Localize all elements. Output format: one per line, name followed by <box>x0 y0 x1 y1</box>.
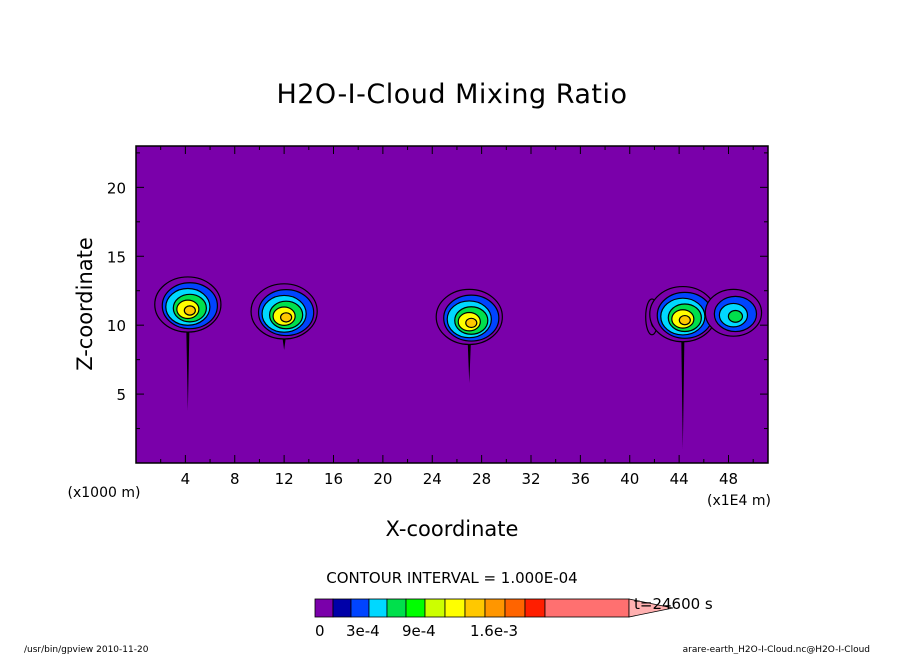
x-tick-label: 32 <box>521 470 540 488</box>
y-tick-label: 20 <box>107 179 126 197</box>
footer-right: arare-earth_H2O-I-Cloud.nc@H2O-I-Cloud <box>683 645 870 654</box>
colorbar-swatch <box>544 598 630 618</box>
colorbar-swatch <box>464 598 486 618</box>
colorbar-label: 1.6e-3 <box>470 622 518 640</box>
colorbar-swatch <box>368 598 388 618</box>
x-tick-label: 28 <box>472 470 491 488</box>
x-tick-label: 40 <box>620 470 639 488</box>
cloud-region <box>649 285 717 450</box>
x-axis: 4 8 12 16 20 24 28 32 36 40 44 48 <box>160 146 754 488</box>
colorbar-swatch <box>484 598 506 618</box>
colorbar-label: 0 <box>315 622 325 640</box>
colorbar-swatch <box>504 598 526 618</box>
colorbar-swatch <box>350 598 370 618</box>
cloud-stem <box>186 332 190 411</box>
colorbar-swatch <box>332 598 352 618</box>
x-axis-title: X-coordinate <box>386 517 519 541</box>
cloud-stem <box>467 344 471 384</box>
colorbar-swatch <box>424 598 446 618</box>
colorbar-swatch <box>314 598 334 618</box>
x-tick-label: 8 <box>230 470 240 488</box>
colorbar-label: 9e-4 <box>402 622 436 640</box>
plot-frame <box>135 145 769 464</box>
chart-title: H2O-I-Cloud Mixing Ratio <box>276 79 627 110</box>
cloud-stem <box>681 341 685 450</box>
cloud-contours <box>154 276 763 450</box>
contour-line <box>280 312 293 323</box>
colorbar-swatch <box>386 598 407 618</box>
x-tick-label: 12 <box>275 470 294 488</box>
x-tick-label: 24 <box>423 470 442 488</box>
colorbar-extend-arrow <box>628 598 674 618</box>
time-label: t=24600 s <box>634 595 713 613</box>
y-axis: 5 10 15 20 <box>107 152 768 430</box>
x-tick-label: 20 <box>373 470 392 488</box>
x-unit-label: (x1000 m) <box>68 485 141 501</box>
contour-line <box>183 305 196 316</box>
y-axis-title: Z-coordinate <box>73 237 97 371</box>
cloud-region <box>704 288 763 337</box>
cloud-region <box>435 288 503 384</box>
colorbar: 0 3e-4 9e-4 1.6e-3 <box>314 598 674 640</box>
cloud-stem <box>282 338 286 350</box>
x-tick-label: 4 <box>181 470 191 488</box>
x-tick-label: 36 <box>571 470 590 488</box>
y-tick-label: 15 <box>107 248 126 266</box>
footer-left: /usr/bin/gpview 2010-11-20 <box>24 645 149 654</box>
contour-interval-label: CONTOUR INTERVAL = 1.000E-04 <box>326 569 577 587</box>
y-tick-label: 10 <box>107 317 126 335</box>
colorbar-swatch <box>405 598 426 618</box>
contour-line <box>727 309 744 323</box>
x-tick-label: 48 <box>719 470 738 488</box>
contour-line <box>465 317 478 329</box>
x-tick-label: 44 <box>670 470 689 488</box>
contour-line <box>678 314 691 326</box>
colorbar-label: 3e-4 <box>346 622 380 640</box>
y-tick-label: 5 <box>116 386 126 404</box>
x-tick-label: 16 <box>324 470 343 488</box>
colorbar-swatch <box>444 598 466 618</box>
colorbar-swatch <box>524 598 546 618</box>
cloud-region <box>250 283 318 350</box>
cloud-region <box>154 276 222 411</box>
x-scale-note: (x1E4 m) <box>707 493 771 509</box>
